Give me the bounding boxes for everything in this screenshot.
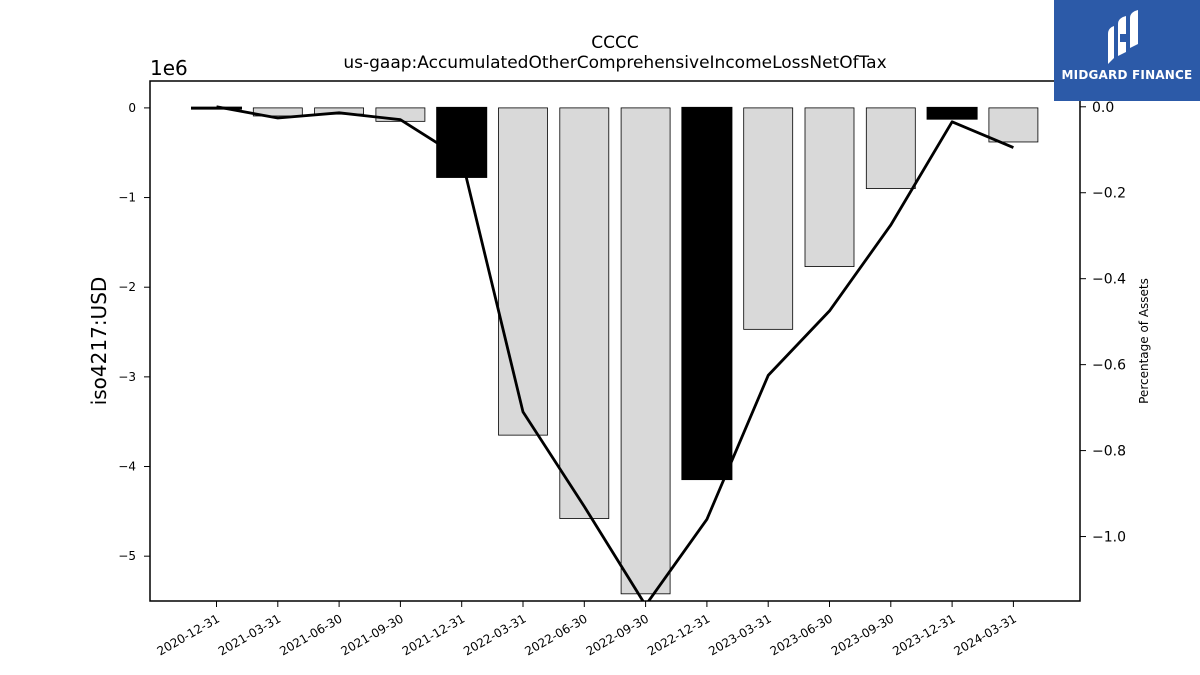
x-tick-label: 2021-03-31 <box>216 611 283 658</box>
y2-tick-label: −0.6 <box>1092 358 1126 374</box>
bar-2021-12-31 <box>436 106 488 178</box>
brand-name: MIDGARD FINANCE <box>1061 68 1193 82</box>
bar-2021-03-31 <box>252 107 303 117</box>
bar-2023-06-30 <box>804 107 855 267</box>
y2-tick-label: −1.0 <box>1092 530 1126 546</box>
x-tick-label: 2023-06-30 <box>768 611 835 658</box>
x-tick-label: 2022-03-31 <box>461 611 528 658</box>
y-tick-label: −3 <box>118 370 136 384</box>
bar-2022-12-31 <box>681 106 733 481</box>
x-tick-label: 2022-06-30 <box>522 611 589 658</box>
y-axis-ticks: 0 −1 −2 −3 −4 −5 <box>118 101 150 563</box>
x-tick-label: 2022-09-30 <box>584 611 651 658</box>
bar-2023-03-31 <box>743 107 794 330</box>
x-tick-label: 2023-12-31 <box>890 611 957 658</box>
logo-mark-icon <box>1108 10 1138 64</box>
x-tick-label: 2021-12-31 <box>400 611 467 658</box>
x-tick-label: 2023-03-31 <box>706 611 773 658</box>
x-tick-label: 2022-12-31 <box>645 611 712 658</box>
y-tick-label: −5 <box>118 549 136 563</box>
chart-subtitle: us-gaap:AccumulatedOtherComprehensiveInc… <box>343 53 886 73</box>
bar-2023-09-30 <box>865 107 916 189</box>
bar-2022-06-30 <box>559 107 610 519</box>
axes <box>149 80 1081 602</box>
bar-series <box>191 106 1039 595</box>
bar-2022-03-31 <box>498 107 548 436</box>
y-axis-label: iso4217:USD <box>87 277 111 406</box>
y-tick-label: −2 <box>118 280 136 294</box>
x-tick-label: 2023-09-30 <box>829 611 896 658</box>
plot-frame <box>149 80 1081 602</box>
chart-title: CCCC <box>591 33 638 53</box>
y2-tick-label: −0.2 <box>1092 186 1126 202</box>
percentage-line <box>216 105 1014 601</box>
y-tick-label: −4 <box>118 460 136 474</box>
x-tick-label: 2024-03-31 <box>951 611 1018 658</box>
bar-2024-03-31 <box>988 107 1039 143</box>
y2-tick-label: −0.8 <box>1092 444 1126 460</box>
y-tick-label: 0 <box>128 101 136 115</box>
x-tick-label: 2020-12-31 <box>155 611 222 658</box>
y2-axis-ticks: 0.0 −0.2 −0.4 −0.6 −0.8 −1.0 <box>1080 100 1126 546</box>
x-tick-label: 2021-06-30 <box>277 611 344 658</box>
y2-tick-label: −0.4 <box>1092 272 1126 288</box>
y-axis-offset-label: 1e6 <box>150 56 188 80</box>
brand-logo: MIDGARD FINANCE <box>1054 0 1200 101</box>
bar-2022-09-30 <box>620 107 671 595</box>
x-tick-label: 2021-09-30 <box>338 611 405 658</box>
bar-2023-12-31 <box>926 106 978 120</box>
y2-axis-label: Percentage of Assets <box>1137 278 1151 404</box>
percentage-line-series <box>216 105 1014 601</box>
y-tick-label: −1 <box>118 191 136 205</box>
y2-tick-label: 0.0 <box>1092 100 1114 116</box>
x-axis-ticks: 2020-12-312021-03-312021-06-302021-09-30… <box>155 601 1019 658</box>
